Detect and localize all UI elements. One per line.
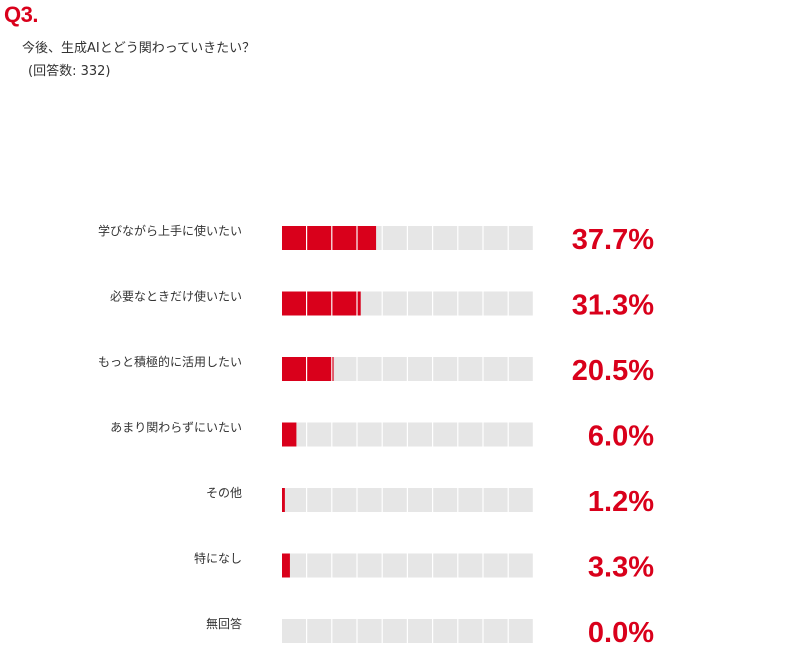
question-number: Q3. bbox=[4, 2, 38, 27]
bar-cell-background bbox=[357, 488, 382, 512]
bar-cell-fill bbox=[307, 291, 332, 316]
bar-cell-fill bbox=[357, 291, 361, 316]
bar-cell-background bbox=[433, 422, 458, 447]
bar-cell-background bbox=[433, 226, 458, 250]
bar-cell-fill bbox=[282, 291, 306, 316]
category-label: 学びながら上手に使いたい bbox=[98, 223, 242, 238]
bar-cell-background bbox=[458, 488, 483, 512]
value-label: 6.0% bbox=[588, 421, 654, 453]
bar-cell-background bbox=[332, 488, 357, 512]
bar-cell-background bbox=[357, 291, 382, 316]
bar-cell-fill bbox=[282, 422, 297, 447]
bar-cell-background bbox=[458, 422, 483, 447]
bar-cell-background bbox=[307, 619, 332, 643]
bar-cell-background bbox=[483, 291, 508, 316]
bar-cell-background bbox=[332, 619, 357, 643]
bar-cell-background bbox=[483, 553, 508, 578]
response-count: (回答数: 332) bbox=[28, 64, 111, 79]
bar-cell-background bbox=[382, 291, 407, 316]
bar-cell-background bbox=[508, 291, 533, 316]
bar-cell-background bbox=[408, 422, 432, 447]
value-label: 3.3% bbox=[588, 552, 654, 584]
bar-cell-background bbox=[408, 553, 432, 578]
bar-cell-background bbox=[408, 357, 432, 381]
bar-cell-background bbox=[307, 553, 332, 578]
bar-cell-background bbox=[508, 422, 533, 447]
bar-cell-background bbox=[508, 488, 533, 512]
bar-cell-fill bbox=[332, 226, 357, 250]
bar-cell-background bbox=[508, 357, 533, 381]
category-label: 無回答 bbox=[206, 616, 242, 631]
bar-cell-background bbox=[382, 422, 407, 447]
bar-cell-background bbox=[458, 226, 483, 250]
bar-cell-background bbox=[307, 488, 332, 512]
bar-cell-background bbox=[282, 619, 306, 643]
category-label: その他 bbox=[206, 486, 242, 500]
bar-cell-background bbox=[332, 553, 357, 578]
bar-cell-background bbox=[382, 619, 407, 643]
bar-cell-background bbox=[357, 553, 382, 578]
question-text: 今後、生成AIとどう関わっていきたい？ bbox=[22, 41, 256, 56]
bar-cell-fill bbox=[282, 357, 306, 381]
bar-cell-fill bbox=[282, 488, 285, 512]
bar-cell-background bbox=[458, 357, 483, 381]
bar-cell-background bbox=[433, 619, 458, 643]
category-label: 必要なときだけ使いたい bbox=[110, 289, 242, 304]
category-label: あまり関わらずにいたい bbox=[110, 421, 242, 435]
value-label: 31.3% bbox=[572, 290, 654, 322]
bar-cell-background bbox=[282, 488, 306, 512]
bar-cell-background bbox=[307, 422, 332, 447]
bar-cell-background bbox=[382, 357, 407, 381]
bar-cell-background bbox=[408, 226, 432, 250]
bar-cell-background bbox=[382, 553, 407, 578]
bar-cell-background bbox=[458, 619, 483, 643]
bar-cell-background bbox=[508, 226, 533, 250]
bar-cell-background bbox=[508, 553, 533, 578]
category-label: 特になし bbox=[194, 551, 242, 566]
bar-cell-background bbox=[382, 226, 407, 250]
value-label: 20.5% bbox=[572, 355, 654, 387]
bar-cell-background bbox=[357, 619, 382, 643]
bar-cell-background bbox=[483, 619, 508, 643]
bar-cell-background bbox=[508, 619, 533, 643]
bar-cell-fill bbox=[307, 226, 332, 250]
bar-cell-background bbox=[483, 226, 508, 250]
bar-cell-fill bbox=[332, 357, 334, 381]
bar-cell-background bbox=[408, 488, 432, 512]
bar-cell-background bbox=[408, 619, 432, 643]
bar-cell-fill bbox=[332, 291, 357, 316]
bar-cell-background bbox=[332, 422, 357, 447]
bar-cell-background bbox=[433, 357, 458, 381]
bar-cell-background bbox=[433, 291, 458, 316]
bar-cell-background bbox=[483, 422, 508, 447]
bar-cell-background bbox=[357, 422, 382, 447]
bar-cell-fill bbox=[282, 553, 290, 578]
bar-cell-background bbox=[458, 291, 483, 316]
value-label: 37.7% bbox=[572, 224, 654, 256]
bar-cell-background bbox=[382, 488, 407, 512]
bar-cell-background bbox=[483, 357, 508, 381]
bar-cell-background bbox=[433, 553, 458, 578]
value-label: 0.0% bbox=[588, 617, 654, 649]
bar-cell-fill bbox=[307, 357, 332, 381]
value-label: 1.2% bbox=[588, 486, 654, 518]
bar-cell-background bbox=[357, 357, 382, 381]
bar-cell-background bbox=[433, 488, 458, 512]
category-label: もっと積極的に活用したい bbox=[98, 354, 242, 369]
bar-cell-background bbox=[483, 488, 508, 512]
bar-cell-fill bbox=[282, 226, 306, 250]
bar-cell-background bbox=[332, 357, 357, 381]
bar-cell-background bbox=[408, 291, 432, 316]
bar-cell-fill bbox=[357, 226, 377, 250]
bar-cell-background bbox=[458, 553, 483, 578]
